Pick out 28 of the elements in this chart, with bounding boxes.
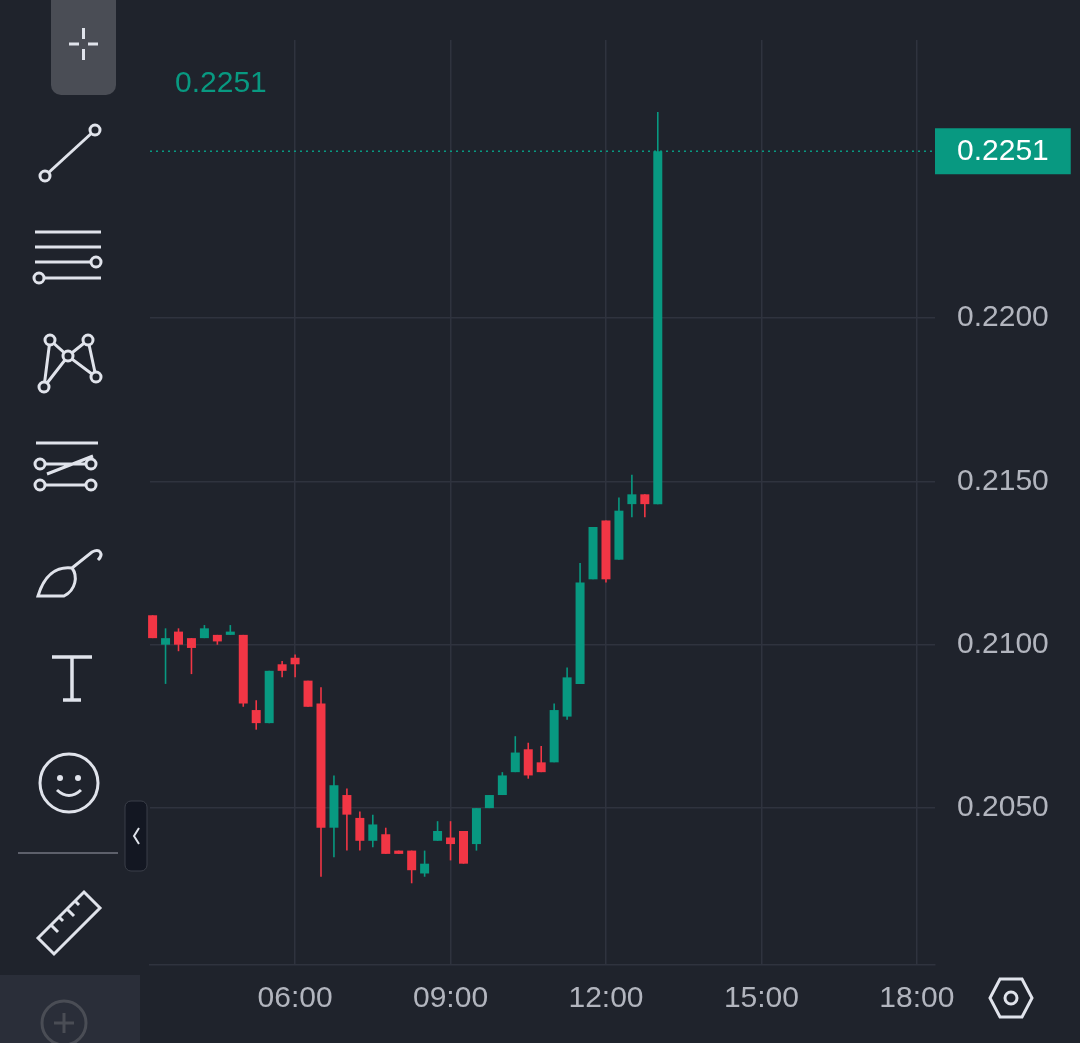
- x-tick-label: 09:00: [412, 980, 489, 1014]
- y-tick-label: 0.2150: [957, 462, 1049, 496]
- y-tick-label: 0.2100: [957, 625, 1049, 659]
- candlestick: [161, 627, 171, 685]
- candlestick: [640, 493, 650, 519]
- candlestick: [174, 627, 183, 653]
- y-tick-label: 0.2050: [957, 789, 1049, 823]
- candlestick: [407, 849, 417, 885]
- ref-line-label: 0.2251: [957, 133, 1049, 167]
- candlestick: [536, 745, 546, 773]
- x-tick-label: 06:00: [257, 980, 333, 1014]
- candlestick: [433, 820, 443, 842]
- x-tick-label: 12:00: [568, 980, 644, 1014]
- candlestick: [381, 826, 391, 855]
- candlestick: [342, 787, 352, 852]
- candlestick: [368, 813, 378, 849]
- candlestick: [290, 653, 300, 679]
- candlestick: [446, 820, 456, 862]
- candlestick: [186, 637, 196, 675]
- candlestick: [510, 735, 520, 773]
- y-tick-label: 0.2200: [957, 299, 1049, 333]
- candlestick: [420, 849, 430, 878]
- candlestick: [627, 473, 637, 519]
- x-tick-label: 15:00: [723, 980, 799, 1014]
- candlestick: [251, 699, 261, 731]
- x-tick-label: 18:00: [879, 980, 955, 1014]
- annotation: 0.2251: [175, 65, 267, 99]
- candlestick: [355, 810, 365, 852]
